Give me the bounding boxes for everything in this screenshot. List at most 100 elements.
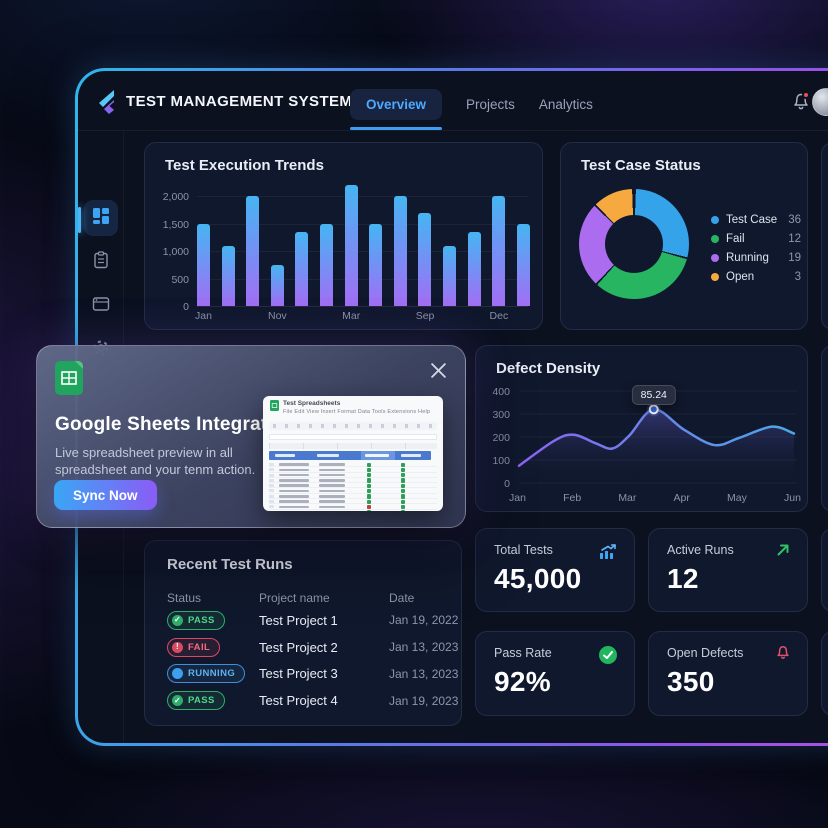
tab-overview[interactable]: Overview [350,88,443,130]
stat-label: Active Runs [667,543,734,557]
trend-bar [443,245,457,306]
check-cell [367,488,372,494]
legend-label: Open [726,270,755,283]
y-axis-tick: 300 [492,409,510,421]
status-badge: ! FAIL [167,637,221,657]
chart-tooltip: 85.24 [631,385,676,405]
status-label: PASS [188,614,215,626]
check-cell [367,462,372,467]
legend-dot-icon [711,253,719,262]
card-title: Defect Density [496,360,601,377]
stat-value: 45,000 [494,563,582,594]
sidebar-item-clipboard[interactable] [84,244,118,280]
x-axis-tick: Dec [489,310,509,322]
x-axis-tick: May [727,492,747,504]
tab-projects[interactable]: Projects [466,96,515,112]
preview-data-row [269,504,437,510]
modal-title: Google Sheets Integration [55,414,297,435]
preview-formula-bar [269,434,437,440]
card-test-execution-trends: Test Execution Trends 0 500 1,000 1,500 2,00… [144,142,543,330]
sidebar-item-window[interactable] [84,288,118,324]
y-axis-tick: 2,000 [162,191,189,203]
legend-value: 12 [788,232,801,245]
stat-card-open-defects: Open Defects 350 [648,631,808,716]
stat-label: Total Tests [494,543,553,557]
card-title: Test Execution Trends [165,157,324,174]
app-title: TEST MANAGEMENT SYSTEM [126,92,353,110]
stat-value: 92% [494,666,551,697]
trend-bar [393,196,407,306]
gridline [197,278,528,280]
trend-bar [197,223,210,306]
check-cell [401,467,406,473]
check-cell [367,478,372,483]
check-cell [401,473,406,478]
column-header: Date [389,591,415,606]
table-row[interactable]: RUNNING Test Project 3 Jan 13, 2023 [145,661,461,688]
legend-dot-icon [711,234,719,243]
status-badge: ✓ PASS [167,691,225,711]
dashboard-icon [92,207,110,230]
notification-dot [802,91,810,99]
close-icon[interactable] [430,362,447,379]
column-header: Status [167,591,202,606]
sheets-preview-image: Test Spreadsheets File Edit View Insert … [263,396,443,511]
table-body: ✓ PASS Test Project 1 Jan 19, 2022! FAIL Test… [145,607,461,714]
stat-card-pass-rate: Pass Rate 92% [475,631,635,716]
table-row[interactable]: ✓ PASS Test Project 4 Jan 19, 2023 [145,687,461,714]
trends-bars [197,185,530,306]
trend-bar [516,223,530,306]
trend-bar [369,223,383,306]
sidebar-active-indicator [78,207,81,233]
table-header: Status Project name Date [145,585,461,612]
check-circle-icon [598,645,618,670]
x-axis-tick: Feb [563,492,582,504]
bell-icon [775,645,791,666]
window-icon [92,295,110,318]
gridline [197,196,528,197]
preview-title: Test Spreadsheets [283,400,341,407]
check-cell [367,467,372,473]
running-icon [172,668,183,680]
check-cell [367,504,372,510]
card-cutoff [821,345,828,512]
check-cell [367,473,372,478]
status-label: PASS [188,695,215,707]
tab-analytics[interactable]: Analytics [538,96,593,112]
modal-description: Live spreadsheet preview in all spreadsh… [55,445,256,477]
status-badge: RUNNING [167,664,246,684]
sync-now-button[interactable]: Sync Now [54,480,157,510]
legend-value: 3 [794,270,801,283]
legend-dot-icon [711,272,719,281]
pass-icon: ✓ [172,614,183,626]
check-cell [401,483,406,489]
gridline [197,251,528,252]
preview-data-row [269,483,437,489]
x-axis-tick: Jan [509,492,526,504]
trend-bar [418,212,432,306]
status-label: RUNNING [188,668,236,680]
legend-row: Open 3 [711,267,801,286]
user-avatar[interactable] [812,88,828,116]
legend-row: Fail 12 [711,229,801,248]
trend-bar [344,185,358,306]
x-axis-tick: Jun [784,492,801,504]
table-row[interactable]: ! FAIL Test Project 2 Jan 13, 2023 [145,634,461,661]
trend-bar [270,264,284,306]
card-cutoff [821,142,828,330]
google-sheets-mini-icon [270,400,279,411]
project-name: Test Project 2 [259,639,338,655]
table-row[interactable]: ✓ PASS Test Project 1 Jan 19, 2022 [145,607,461,634]
trend-bar [467,231,481,306]
card-recent-test-runs: Recent Test Runs Status Project name Date … [144,540,462,726]
x-axis-tick: Apr [673,492,690,504]
check-cell [367,483,372,489]
legend-value: 19 [788,251,801,264]
preview-rows [269,462,437,511]
check-cell [367,499,372,504]
run-date: Jan 13, 2023 [389,666,459,681]
sidebar-item-dashboard[interactable] [84,200,118,236]
check-cell [367,494,372,499]
y-axis-tick: 1,000 [162,246,189,258]
check-cell [401,478,406,483]
